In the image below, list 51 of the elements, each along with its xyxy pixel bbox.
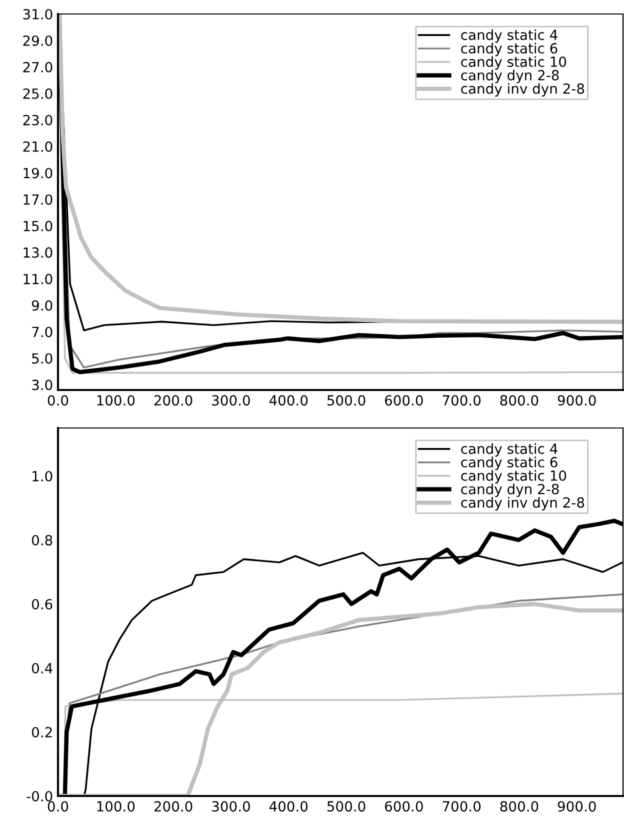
- y-tick-label: 9.0: [32, 300, 52, 311]
- legend-label: candy inv dyn 2-8: [461, 83, 584, 97]
- x-tick-label: 500.0: [327, 395, 366, 406]
- x-tick-label: 800.0: [500, 801, 538, 812]
- y-tick-label: 19.0: [24, 168, 52, 178]
- x-tick-label: 0.0: [48, 395, 68, 406]
- legend-label: candy static 4: [461, 443, 558, 457]
- y-tick-label: -0.0: [26, 790, 52, 802]
- x-tick-label: 300.0: [212, 395, 250, 406]
- legend-label: candy inv dyn 2-8: [461, 497, 584, 510]
- x-tick-label: 700.0: [442, 395, 481, 406]
- y-tick-label: 0.2: [32, 726, 52, 738]
- x-tick-label: 300.0: [212, 801, 250, 812]
- y-tick-label: 1.0: [32, 470, 52, 482]
- legend-label: candy dyn 2-8: [461, 70, 559, 84]
- y-tick-label: 31.0: [23, 8, 52, 20]
- y-tick-label: 5.0: [32, 353, 52, 364]
- x-tick-label: 200.0: [154, 801, 192, 812]
- y-tick-label: 3.0: [32, 380, 52, 390]
- legend-label: candy static 10: [461, 470, 566, 484]
- x-tick-label: 900.0: [558, 395, 596, 406]
- x-tick-label: 900.0: [558, 801, 596, 812]
- x-tick-label: 500.0: [327, 801, 366, 812]
- legend-label: candy dyn 2-8: [461, 484, 559, 498]
- legend-label: candy static 6: [461, 42, 558, 56]
- y-tick-label: 17.0: [24, 194, 52, 205]
- x-tick-label: 0.0: [48, 801, 68, 812]
- legend-label: candy static 10: [461, 56, 566, 70]
- x-tick-label: 600.0: [385, 395, 423, 406]
- x-tick-label: 800.0: [500, 395, 538, 406]
- y-tick-label: 13.0: [24, 247, 52, 258]
- y-tick-label: 25.0: [23, 88, 52, 99]
- y-tick-label: 29.0: [23, 35, 52, 46]
- x-tick-label: 700.0: [442, 801, 481, 812]
- x-tick-label: 400.0: [269, 395, 308, 406]
- x-tick-label: 100.0: [97, 801, 135, 812]
- legend-label: candy static 4: [461, 29, 558, 43]
- y-tick-label: 21.0: [23, 141, 52, 152]
- x-tick-label: 200.0: [154, 395, 192, 406]
- y-tick-label: 0.4: [32, 662, 52, 674]
- y-tick-label: 27.0: [23, 62, 52, 72]
- y-tick-label: 0.6: [32, 598, 52, 610]
- y-tick-label: 23.0: [23, 114, 52, 126]
- y-tick-label: 7.0: [32, 326, 52, 338]
- y-tick-label: 0.8: [32, 534, 52, 546]
- legend-label: candy static 6: [461, 456, 558, 470]
- x-tick-label: 400.0: [269, 801, 308, 812]
- x-tick-label: 600.0: [385, 801, 423, 812]
- x-tick-label: 100.0: [97, 395, 135, 406]
- y-tick-label: 15.0: [24, 220, 52, 232]
- y-tick-label: 11.0: [24, 274, 52, 284]
